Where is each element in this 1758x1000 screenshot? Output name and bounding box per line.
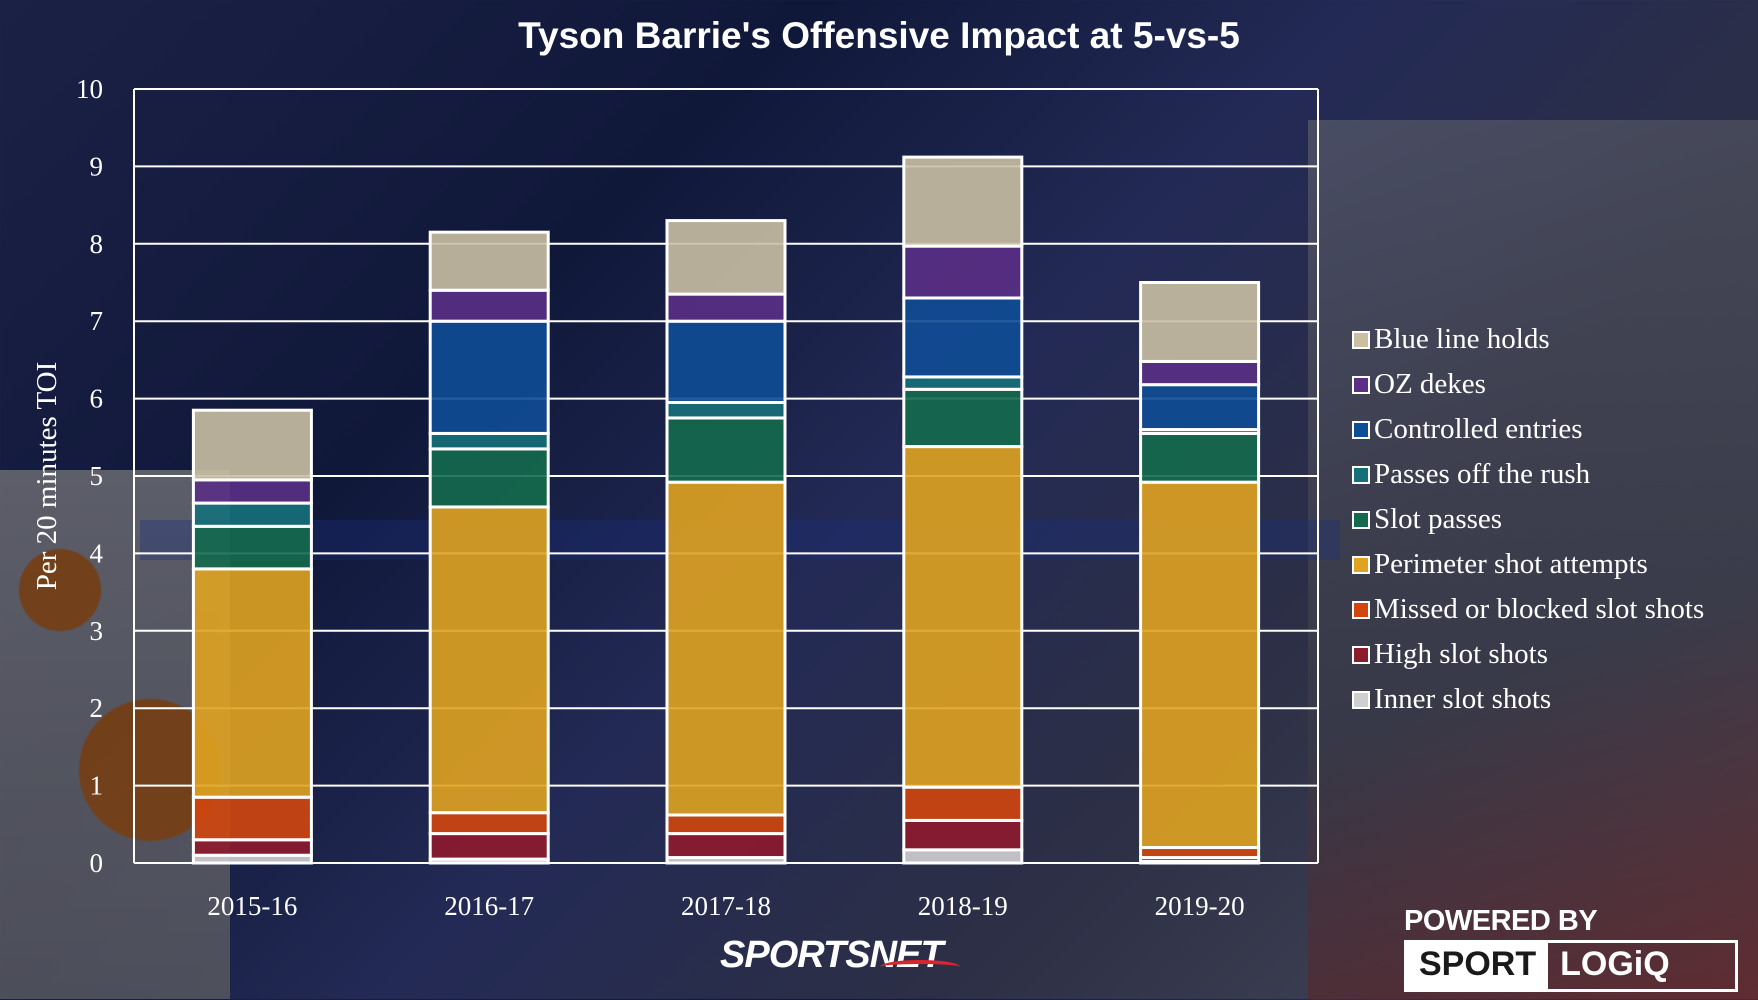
- y-tick-label: 3: [90, 616, 104, 646]
- bar-segment: [902, 296, 1024, 379]
- bar-segment: [191, 524, 313, 571]
- bar-segment: [191, 478, 313, 505]
- bar-segment: [665, 813, 787, 836]
- legend-label: Perimeter shot attempts: [1374, 548, 1648, 580]
- bar-segment: [428, 505, 550, 815]
- legend-label: Passes off the rush: [1374, 458, 1591, 490]
- y-tick-label: 8: [90, 229, 104, 259]
- legend-item: Inner slot shots: [1352, 683, 1551, 715]
- bar-segment: [191, 501, 313, 528]
- legend-item: Passes off the rush: [1352, 458, 1591, 490]
- background-right: [1308, 120, 1758, 1000]
- bar-segment: [902, 818, 1024, 852]
- bar-segment: [428, 447, 550, 509]
- powered-by-label: POWERED BY: [1404, 905, 1598, 937]
- bar-stack-2015-16: [191, 408, 313, 865]
- bar-segment: [665, 219, 787, 296]
- legend-item: Missed or blocked slot shots: [1352, 593, 1704, 625]
- bar-segment: [428, 230, 550, 292]
- bar-segment: [665, 480, 787, 817]
- legend-swatch: [1352, 601, 1370, 619]
- bar-segment: [902, 155, 1024, 248]
- sportlogiq-sport: SPORT: [1407, 943, 1549, 989]
- bar-segment: [1139, 281, 1261, 363]
- y-tick-label: 4: [90, 538, 104, 568]
- x-tick-label: 2019-20: [1155, 891, 1245, 921]
- legend-swatch: [1352, 556, 1370, 574]
- y-tick-label: 1: [90, 771, 104, 801]
- bar-stack-2018-19: [902, 155, 1024, 865]
- legend-swatch: [1352, 511, 1370, 529]
- y-tick-label: 10: [76, 74, 103, 104]
- bar-segment: [902, 387, 1024, 449]
- legend-swatch: [1352, 466, 1370, 484]
- bar-segment: [902, 445, 1024, 789]
- bar-segment: [902, 848, 1024, 865]
- legend-label: Inner slot shots: [1374, 683, 1551, 715]
- x-tick-label: 2017-18: [681, 891, 771, 921]
- legend-swatch: [1352, 331, 1370, 349]
- y-axis-label: Per 20 minutes TOI: [31, 362, 63, 591]
- y-tick-label: 0: [90, 848, 104, 878]
- bar-segment: [1139, 431, 1261, 484]
- bar-stack-2019-20: [1139, 281, 1261, 865]
- bar-segment: [191, 838, 313, 857]
- bar-segment: [428, 288, 550, 323]
- bar-segment: [191, 795, 313, 842]
- legend-swatch: [1352, 421, 1370, 439]
- legend-swatch: [1352, 691, 1370, 709]
- bar-segment: [902, 375, 1024, 391]
- legend-label: Controlled entries: [1374, 413, 1583, 445]
- legend-label: High slot shots: [1374, 638, 1548, 670]
- bar-segment: [665, 292, 787, 323]
- legend-label: Slot passes: [1374, 503, 1502, 535]
- legend-item: Slot passes: [1352, 503, 1502, 535]
- bar-segment: [665, 416, 787, 484]
- legend-item: Blue line holds: [1352, 323, 1550, 355]
- legend-item: OZ dekes: [1352, 368, 1486, 400]
- x-tick-label: 2016-17: [444, 891, 534, 921]
- chart-title: Tyson Barrie's Offensive Impact at 5-vs-…: [518, 15, 1240, 56]
- x-tick-label: 2015-16: [207, 891, 297, 921]
- legend-item: High slot shots: [1352, 638, 1548, 670]
- y-tick-label: 5: [90, 461, 104, 491]
- bar-stack-2017-18: [665, 219, 787, 865]
- bar-segment: [665, 400, 787, 420]
- sportlogiq-logo: SPORT LOGiQ: [1404, 940, 1738, 992]
- bar-segment: [665, 832, 787, 860]
- legend-label: OZ dekes: [1374, 368, 1486, 400]
- bar-segment: [1139, 480, 1261, 850]
- legend-label: Missed or blocked slot shots: [1374, 593, 1704, 625]
- y-tick-label: 2: [90, 693, 104, 723]
- legend-swatch: [1352, 376, 1370, 394]
- y-tick-label: 7: [90, 306, 104, 336]
- bar-segment: [1139, 359, 1261, 387]
- legend-item: Perimeter shot attempts: [1352, 548, 1648, 580]
- bar-segment: [428, 319, 550, 435]
- bar-segment: [191, 408, 313, 482]
- bar-segment: [902, 244, 1024, 300]
- y-tick-label: 6: [90, 384, 104, 414]
- bar-segment: [902, 785, 1024, 822]
- bar-segment: [1139, 846, 1261, 860]
- bar-segment: [428, 811, 550, 836]
- bar-segment: [665, 319, 787, 404]
- bar-segment: [1139, 383, 1261, 432]
- bar-segment: [191, 567, 313, 799]
- background-left: [0, 470, 230, 999]
- legend-label: Blue line holds: [1374, 323, 1550, 355]
- legend-item: Controlled entries: [1352, 413, 1583, 445]
- bar-segment: [428, 832, 550, 861]
- y-tick-label: 9: [90, 151, 104, 181]
- bar-stack-2016-17: [428, 230, 550, 865]
- legend-swatch: [1352, 646, 1370, 664]
- x-tick-label: 2018-19: [918, 891, 1008, 921]
- sportsnet-swoosh-icon: [880, 960, 960, 974]
- sportlogiq-logiq: LOGiQ: [1560, 945, 1670, 983]
- bar-segment: [428, 431, 550, 451]
